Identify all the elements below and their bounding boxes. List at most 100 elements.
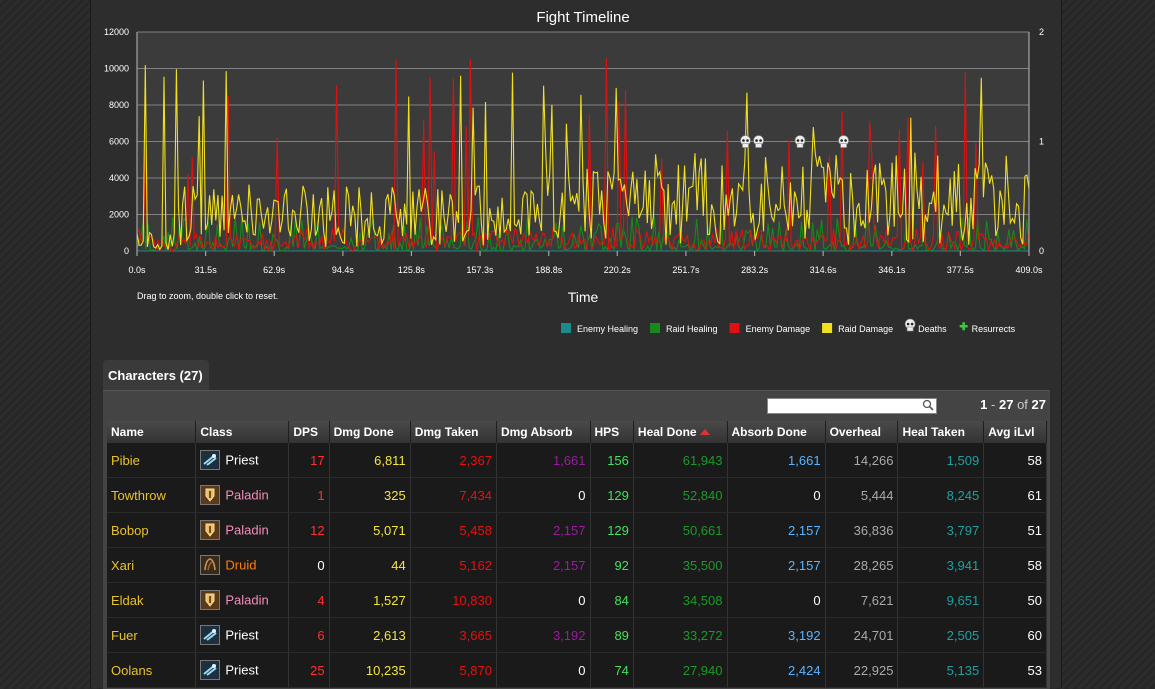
- cell-dmg-absorb: 2,157: [496, 512, 591, 548]
- class-label: Priest: [225, 627, 259, 643]
- cell-dmg-absorb: 3,192: [496, 617, 591, 653]
- cell-ilvl: 53: [983, 652, 1047, 688]
- x-tick-label: 0.0s: [128, 265, 146, 275]
- tab-characters[interactable]: Characters (27): [103, 360, 209, 390]
- chart-hint: Drag to zoom, double click to reset.: [137, 291, 278, 301]
- search-icon[interactable]: [922, 399, 934, 411]
- x-axis-label: Time: [568, 289, 599, 305]
- table-row[interactable]: Oolans Priest 25 10,235 5,870 0 74 27,940 2,424 2…: [107, 652, 1047, 688]
- cell-heal-taken: 1,509: [897, 443, 985, 478]
- cell-hps: 74: [590, 652, 634, 688]
- pagination-info: 1 - 27 of 27: [980, 397, 1046, 412]
- cell-dps: 12: [288, 512, 330, 548]
- death-marker-skull-icon: [740, 135, 751, 148]
- death-marker-skull-icon: [794, 135, 806, 148]
- cell-dps: 1: [288, 477, 330, 513]
- cell-name[interactable]: Oolans: [107, 652, 197, 688]
- paladin-class-icon: [200, 520, 221, 540]
- x-tick-label: 377.5s: [947, 265, 975, 275]
- cell-dps: 25: [288, 652, 330, 688]
- series-raid-damage: [136, 65, 1030, 251]
- chart-legend: Enemy Healing Raid Healing Enemy Damage Rai…: [561, 318, 1016, 334]
- main-content: Fight Timeline 0 2000 4000 6000 8000 10000 120…: [90, 0, 1062, 689]
- death-marker-skull-icon: [838, 135, 849, 148]
- paladin-class-icon: [200, 485, 221, 505]
- y2-tick-label: 2: [1039, 27, 1044, 37]
- cell-overheal: 5,444: [825, 477, 899, 513]
- class-label: Priest: [225, 662, 259, 678]
- cell-ilvl: 58: [983, 443, 1047, 478]
- cell-class: Paladin: [195, 512, 290, 548]
- cell-ilvl: 61: [983, 477, 1047, 513]
- death-marker-skull-icon: [753, 135, 764, 148]
- cell-hps: 129: [590, 512, 634, 548]
- cell-absorb-done: 2,157: [727, 547, 826, 583]
- cell-dmg-done: 1,527: [329, 582, 411, 618]
- cell-hps: 89: [590, 617, 634, 653]
- legend-item: Deaths: [904, 318, 947, 334]
- cell-name[interactable]: Towthrow: [107, 477, 197, 513]
- y-tick-label: 12000: [104, 27, 129, 37]
- column-header-dps[interactable]: DPS: [288, 421, 330, 443]
- column-header-heal-done[interactable]: Heal Done: [633, 421, 728, 443]
- column-header-class[interactable]: Class: [195, 421, 290, 443]
- table-row[interactable]: Fuer Priest 6 2,613 3,665 3,192 89 33,272 3,192 2…: [107, 617, 1047, 653]
- fight-timeline-chart[interactable]: Fight Timeline 0200040006000800010000120…: [91, 0, 1061, 345]
- class-label: Paladin: [225, 487, 269, 503]
- class-label: Paladin: [225, 592, 269, 608]
- y-tick-label: 8000: [109, 100, 129, 110]
- x-tick-label: 31.5s: [195, 265, 218, 275]
- cell-heal-taken: 8,245: [897, 477, 985, 513]
- column-header-dmg-absorb[interactable]: Dmg Absorb: [496, 421, 591, 443]
- cell-dmg-absorb: 0: [496, 582, 591, 618]
- characters-panel: 1 - 27 of 27 Name Class DPS Dmg Done Dmg Tak…: [103, 390, 1050, 689]
- sort-ascending-icon: [699, 428, 710, 435]
- class-label: Priest: [225, 452, 259, 468]
- column-header-name[interactable]: Name: [107, 421, 197, 443]
- column-header-absorb-done[interactable]: Absorb Done: [727, 421, 826, 443]
- table-row[interactable]: Xari Druid 0 44 5,162 2,157 92 35,500 2,157 28,26…: [107, 547, 1047, 583]
- cell-heal-taken: 5,135: [897, 652, 985, 688]
- x-tick-label: 125.8s: [398, 265, 426, 275]
- table-row[interactable]: Towthrow Paladin 1 325 7,434 0 129 52,840 0 5,444…: [107, 477, 1047, 513]
- search-box[interactable]: [767, 398, 937, 416]
- table-row[interactable]: Bobop Paladin 12 5,071 5,458 2,157 129 50,661 2,…: [107, 512, 1047, 548]
- table-row[interactable]: Pibie Priest 17 6,811 2,367 1,661 156 61,943 1,6…: [107, 443, 1047, 478]
- column-header-heal-taken[interactable]: Heal Taken: [897, 421, 985, 443]
- cell-hps: 84: [590, 582, 634, 618]
- priest-class-icon: [200, 625, 221, 645]
- cell-heal-done: 35,500: [633, 547, 728, 583]
- column-header-overheal[interactable]: Overheal: [825, 421, 899, 443]
- cell-name[interactable]: Xari: [107, 547, 197, 583]
- x-tick-label: 251.7s: [672, 265, 700, 275]
- column-header-dmg-taken[interactable]: Dmg Taken: [410, 421, 497, 443]
- legend-label: Deaths: [918, 324, 947, 334]
- cell-name[interactable]: Fuer: [107, 617, 197, 653]
- legend-label: Enemy Healing: [577, 324, 638, 334]
- column-header-dmg-done[interactable]: Dmg Done: [329, 421, 411, 443]
- cell-ilvl: 51: [983, 512, 1047, 548]
- cell-heal-done: 34,508: [633, 582, 728, 618]
- priest-class-icon: [200, 450, 221, 470]
- x-tick-label: 409.0s: [1015, 265, 1043, 275]
- cell-dmg-done: 2,613: [329, 617, 411, 653]
- class-label: Druid: [225, 557, 257, 573]
- table-row[interactable]: Eldak Paladin 4 1,527 10,830 0 84 34,508 0 7,621 9…: [107, 582, 1047, 618]
- x-tick-label: 62.9s: [263, 265, 286, 275]
- cell-name[interactable]: Bobop: [107, 512, 197, 548]
- cell-name[interactable]: Pibie: [107, 443, 197, 478]
- cell-overheal: 36,836: [825, 512, 899, 548]
- series-enemy-damage: [136, 58, 1030, 253]
- search-input[interactable]: [768, 402, 924, 416]
- cell-heal-taken: 9,651: [897, 582, 985, 618]
- y2-tick-label: 0: [1039, 246, 1044, 256]
- cell-dmg-absorb: 2,157: [496, 547, 591, 583]
- chart-title: Fight Timeline: [536, 9, 629, 26]
- column-header-avg-ilvl[interactable]: Avg iLvl: [983, 421, 1047, 443]
- cell-absorb-done: 2,424: [727, 652, 826, 688]
- column-header-hps[interactable]: HPS: [590, 421, 634, 443]
- cell-hps: 92: [590, 547, 634, 583]
- paladin-class-icon: [200, 590, 221, 610]
- y-tick-label: 10000: [104, 64, 129, 74]
- cell-name[interactable]: Eldak: [107, 582, 197, 618]
